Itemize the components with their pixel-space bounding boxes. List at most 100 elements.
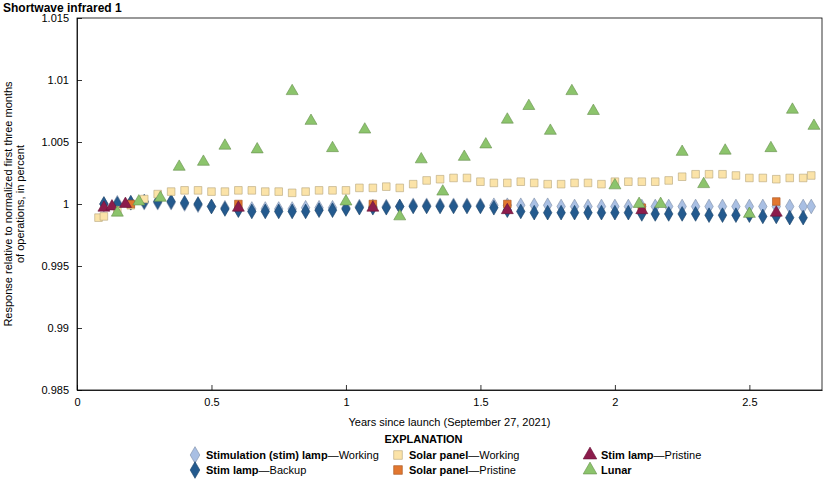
- point: [597, 205, 605, 220]
- point: [394, 209, 406, 219]
- point: [746, 174, 754, 182]
- x-tick-label: 0: [74, 396, 80, 408]
- point: [221, 202, 229, 217]
- point: [274, 204, 282, 219]
- x-axis: 00.511.522.5: [74, 385, 822, 408]
- point: [501, 113, 513, 123]
- point: [772, 198, 780, 206]
- point: [490, 200, 498, 215]
- plot-area: 00.511.522.50.9850.990.99511.0051.011.01…: [41, 12, 822, 408]
- legend-marker: [583, 462, 597, 474]
- point: [154, 191, 166, 201]
- point: [342, 187, 350, 195]
- point: [463, 199, 471, 214]
- point: [651, 207, 659, 222]
- series: [127, 198, 780, 212]
- x-axis-label: Years since launch (September 27, 2021): [349, 416, 551, 428]
- point: [609, 178, 621, 188]
- point: [329, 187, 337, 195]
- point: [248, 204, 256, 219]
- legend-marker: [190, 462, 200, 479]
- point: [422, 199, 430, 214]
- point: [111, 206, 123, 216]
- x-tick-label: 0.5: [204, 396, 219, 408]
- legend-label: Stim lamp—Pristine: [601, 449, 701, 461]
- point: [544, 180, 552, 188]
- point: [544, 124, 556, 134]
- x-tick-mark: [480, 385, 481, 390]
- point: [587, 104, 599, 114]
- point: [692, 170, 700, 178]
- point: [194, 187, 202, 195]
- point: [251, 143, 263, 153]
- point: [571, 179, 579, 187]
- point: [340, 195, 352, 205]
- y-tick: 1.005: [41, 136, 82, 148]
- y-tick-mark: [77, 266, 82, 267]
- y-tick-mark: [77, 204, 82, 205]
- point: [678, 207, 686, 222]
- point: [119, 197, 131, 207]
- chart: Shortwave infrared 100.511.522.50.9850.9…: [0, 0, 833, 481]
- point: [759, 209, 767, 224]
- point: [355, 200, 363, 215]
- point: [705, 170, 713, 178]
- point: [765, 141, 777, 151]
- point: [194, 197, 202, 212]
- point: [173, 160, 185, 170]
- y-tick-mark: [77, 390, 82, 391]
- point: [786, 103, 798, 113]
- point: [275, 188, 283, 196]
- point: [732, 208, 740, 223]
- point: [181, 187, 189, 195]
- point: [396, 184, 404, 192]
- point: [367, 201, 379, 211]
- point: [436, 199, 444, 214]
- y-tick: 1.01: [48, 74, 82, 86]
- y-axis: 0.9850.990.99511.0051.011.015: [41, 12, 82, 396]
- point: [808, 119, 820, 129]
- point: [807, 172, 815, 180]
- point: [305, 114, 317, 124]
- point: [705, 208, 713, 223]
- y-tick-label: 1.01: [48, 74, 69, 86]
- point: [719, 144, 731, 154]
- point: [476, 199, 484, 214]
- point: [523, 99, 535, 109]
- point: [584, 205, 592, 220]
- point: [167, 188, 175, 196]
- point: [369, 184, 377, 192]
- y-tick-label: 1.005: [41, 136, 69, 148]
- point: [409, 180, 417, 188]
- point: [301, 204, 309, 219]
- y-axis-label: Response relative to normalized first th…: [2, 81, 14, 327]
- point: [530, 205, 538, 220]
- point: [232, 201, 244, 211]
- point: [409, 199, 417, 214]
- point: [167, 194, 175, 209]
- legend-marker: [394, 466, 403, 475]
- x-tick: 0.5: [204, 385, 219, 408]
- point: [327, 141, 339, 151]
- point: [638, 178, 646, 186]
- point: [328, 203, 336, 218]
- point: [286, 84, 298, 94]
- point: [437, 185, 449, 195]
- point: [359, 123, 371, 133]
- point: [436, 175, 444, 183]
- point: [718, 208, 726, 223]
- point: [288, 204, 296, 219]
- point: [207, 199, 215, 214]
- point: [598, 180, 606, 188]
- point: [356, 184, 364, 192]
- point: [315, 203, 323, 218]
- point: [458, 150, 470, 160]
- point: [743, 207, 755, 217]
- point: [665, 177, 673, 185]
- point: [517, 204, 525, 219]
- point: [302, 188, 310, 196]
- y-tick-label: 0.99: [48, 322, 69, 334]
- point: [655, 197, 667, 207]
- y-tick-mark: [77, 328, 82, 329]
- point: [566, 84, 578, 94]
